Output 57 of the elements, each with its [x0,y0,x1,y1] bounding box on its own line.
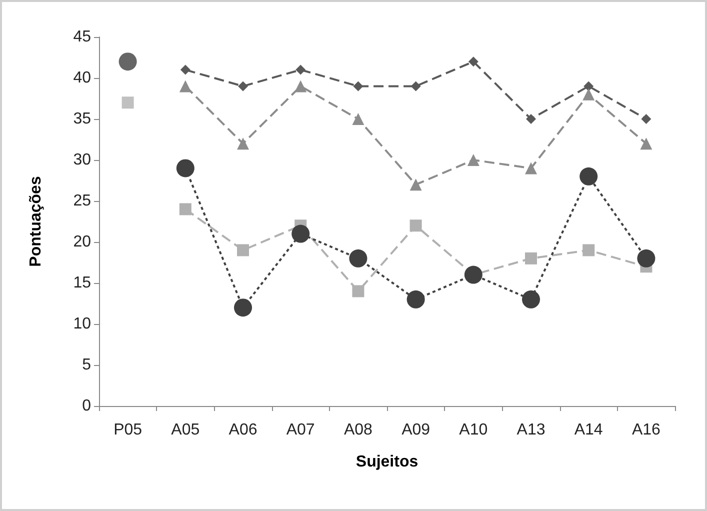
point [410,178,422,191]
point [237,244,249,256]
x-tick-label: A14 [574,422,603,438]
point [352,285,364,298]
y-tick-label: 20 [73,234,92,250]
point [641,114,652,124]
point [122,96,134,109]
y-tick-label: 25 [73,192,92,210]
point [237,138,249,150]
point [582,88,595,100]
point [640,138,652,150]
point [118,52,137,71]
y-tick-label: 35 [73,110,92,128]
y-axis-title: Pontuações [28,176,44,267]
point [238,81,248,92]
point [234,298,252,317]
x-tick-label: A16 [632,422,661,438]
point [582,244,595,256]
point [468,56,478,67]
point [464,266,482,284]
point [584,81,594,92]
point [637,249,656,268]
point [467,154,480,166]
point [406,290,425,308]
point [525,252,537,264]
point [349,249,368,268]
point [179,80,192,92]
point [292,224,310,243]
point [179,203,192,216]
x-tick-label: A05 [171,422,200,438]
point [525,162,537,174]
y-tick-label: 5 [82,356,92,374]
x-tick-label: A07 [286,422,315,438]
x-axis-title: Sujeitos [356,454,418,470]
x-tick-label: A06 [228,422,258,438]
point [522,290,540,308]
point [294,80,307,92]
point [580,167,598,186]
x-tick-label: A10 [459,422,488,438]
y-tick-label: 40 [73,70,92,86]
y-tick-label: 15 [73,274,92,292]
point [526,114,536,124]
y-tick-label: 10 [73,316,92,332]
point [180,64,190,75]
point [296,64,306,75]
y-tick-label: 30 [73,152,92,168]
y-tick-label: 0 [82,398,92,414]
point [410,220,422,232]
point [352,113,364,125]
x-tick-label: A09 [402,422,430,438]
x-tick-label: A13 [516,422,546,438]
x-tick-label: A08 [344,422,373,438]
y-tick-label: 45 [73,28,92,46]
x-tick-label: P05 [114,422,142,438]
point [176,159,194,178]
point [353,81,364,92]
point [410,81,421,92]
